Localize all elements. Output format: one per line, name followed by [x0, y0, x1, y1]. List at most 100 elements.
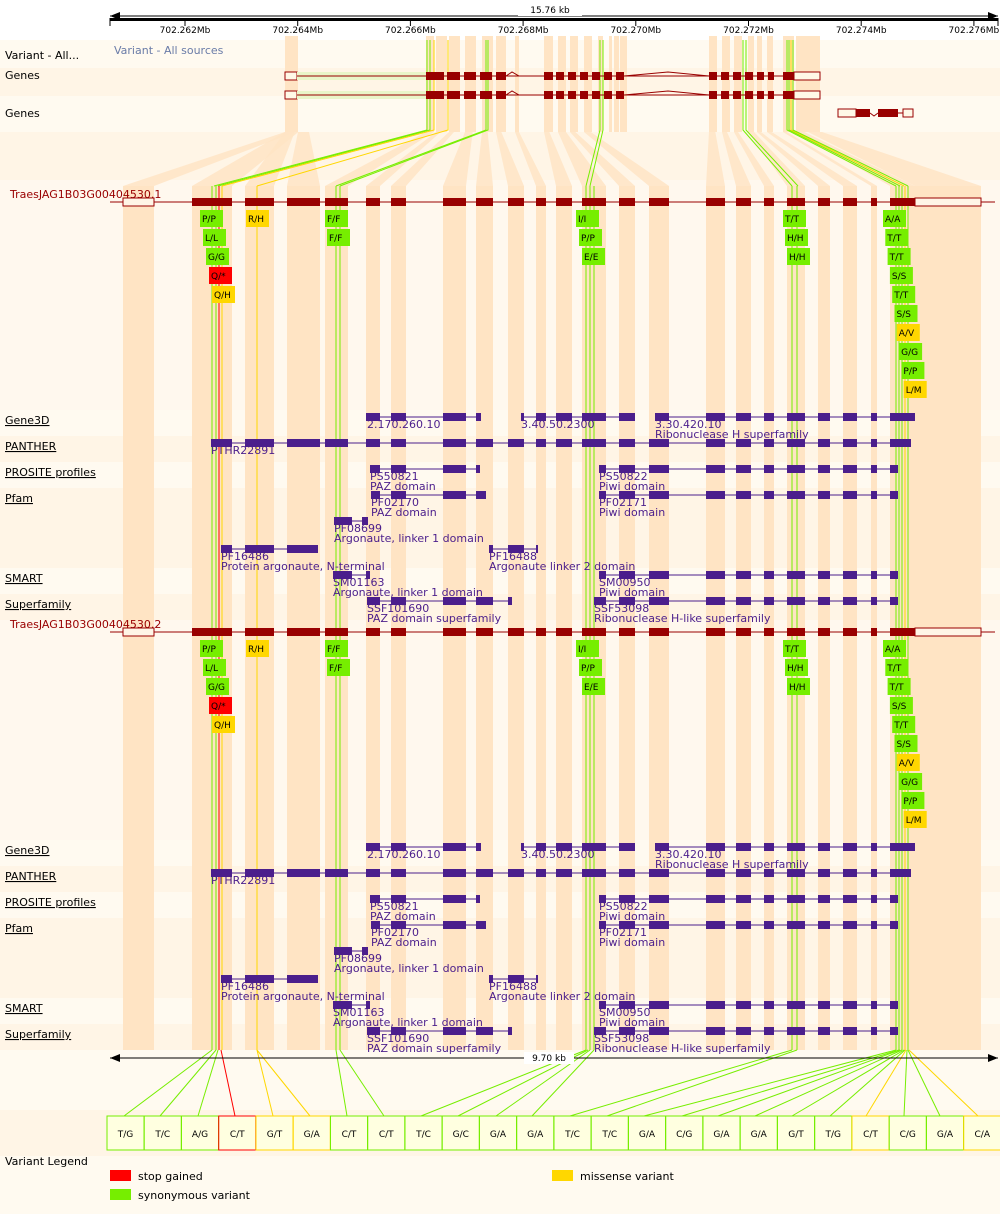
exon-band-transition: [192, 132, 299, 186]
gene-exon: [592, 91, 600, 99]
aa-variant-box: [203, 229, 226, 246]
pfam-feature: [706, 921, 725, 929]
top-scale-label-bg: [518, 4, 582, 16]
transcript-exon: [649, 628, 669, 636]
transcript-utr: [122, 627, 155, 637]
aa-variant-label: G/G: [901, 778, 918, 788]
gene3d-feature: [582, 413, 606, 421]
pfam-desc: PAZ domain: [371, 506, 437, 519]
smart-feature: [736, 1001, 751, 1009]
variant-connector: [606, 1049, 798, 1117]
aa-variant-box: [899, 343, 923, 360]
aa-variant-box: [212, 286, 235, 303]
transcript-exon: [476, 628, 493, 636]
domain-track-label: Superfamily: [5, 598, 72, 611]
prosite-feature: [706, 465, 725, 473]
aa-variant-label: E/E: [584, 253, 599, 263]
snp-allele-box: [292, 1115, 331, 1151]
aa-variant-box: [579, 659, 602, 676]
track-row-background: [0, 462, 1000, 488]
pfam-id: PF02171: [599, 926, 647, 939]
exon-band-column: [915, 186, 981, 1050]
superfamily-feature: [476, 1027, 493, 1035]
smart-feature: [649, 571, 669, 579]
aa-variant-box: [209, 267, 232, 284]
aa-variant-label: T/T: [784, 645, 800, 655]
snp-allele-label: C/T: [230, 1130, 245, 1140]
aa-variant-label: H/H: [787, 664, 804, 674]
exon-band-top: [757, 36, 762, 132]
gene-exon: [496, 72, 506, 80]
pfam-feature: [476, 491, 486, 499]
panther-feature: [443, 439, 466, 447]
pfam-feature: [443, 921, 466, 929]
snp-allele-box: [814, 1115, 853, 1151]
panther-feature: [556, 869, 572, 877]
smart-feature: [843, 1001, 857, 1009]
superfamily-id: SSF101690: [367, 602, 429, 615]
aa-variant-box: [899, 773, 923, 790]
snp-allele-label: T/C: [601, 1130, 617, 1140]
pfam-feature: [245, 545, 274, 553]
aa-variant-box: [200, 210, 223, 227]
pfam-feature: [489, 545, 493, 553]
smart-feature: [787, 1001, 805, 1009]
superfamily-feature: [649, 597, 669, 605]
transcript-exon: [619, 628, 635, 636]
gene3d-feature: [521, 843, 524, 851]
panther-feature: [764, 439, 774, 447]
gene-utr: [284, 90, 298, 100]
pfam-id: PF02170: [371, 496, 419, 509]
ruler-tick-label: 702.264Mb: [272, 26, 323, 36]
ruler-tick-label: 702.262Mb: [160, 26, 211, 36]
snp-allele-box: [404, 1115, 443, 1151]
panther-feature: [818, 439, 830, 447]
gene-exon: [709, 72, 717, 80]
panther-feature: [619, 439, 635, 447]
transcript-exon: [443, 198, 466, 206]
prosite-feature: [818, 895, 830, 903]
prosite-id: PS50821: [370, 900, 419, 913]
panther-feature: [890, 869, 911, 877]
panther-feature: [764, 869, 774, 877]
panther-feature: [391, 439, 406, 447]
aa-variant-box: [903, 381, 927, 398]
bottom-scale-arrow-right: [988, 1054, 998, 1062]
pfam-feature: [221, 975, 232, 983]
aa-variant-box: [901, 792, 925, 809]
panther-feature: [736, 869, 751, 877]
track-row-background: [0, 180, 1000, 410]
pfam-feature: [371, 921, 380, 929]
aa-variant-label: L/M: [906, 816, 922, 826]
exon-band-top: [620, 36, 627, 132]
transcript-exon: [391, 198, 406, 206]
aa-variant-box: [894, 305, 918, 322]
panther-feature: [211, 869, 232, 877]
gene3d-feature: [366, 843, 380, 851]
snp-allele-label: T/G: [824, 1130, 841, 1140]
panther-feature: [890, 439, 911, 447]
gene3d-feature: [556, 843, 572, 851]
variant-connector: [786, 40, 897, 187]
prosite-feature: [843, 465, 857, 473]
gene-exon: [733, 72, 741, 80]
exon-band-column: [536, 186, 546, 1050]
pfam-id: PF02170: [371, 926, 419, 939]
snp-allele-box: [479, 1115, 517, 1151]
transcript-exon: [818, 628, 830, 636]
transcript-exon: [871, 628, 877, 636]
smart-feature: [333, 1001, 352, 1009]
variant-connector: [335, 40, 487, 187]
aa-variant-box: [325, 640, 348, 657]
gene3d-feature: [818, 413, 830, 421]
gene3d-feature: [619, 843, 635, 851]
pfam-feature: [843, 491, 857, 499]
panther-feature: [582, 869, 606, 877]
gene3d-feature: [871, 843, 877, 851]
panther-feature: [325, 869, 348, 877]
pfam-feature: [245, 975, 274, 983]
gene-utr: [837, 108, 857, 118]
exon-band-column: [476, 186, 493, 1050]
aa-variant-box: [783, 640, 806, 657]
aa-variant-label: S/S: [897, 310, 912, 320]
